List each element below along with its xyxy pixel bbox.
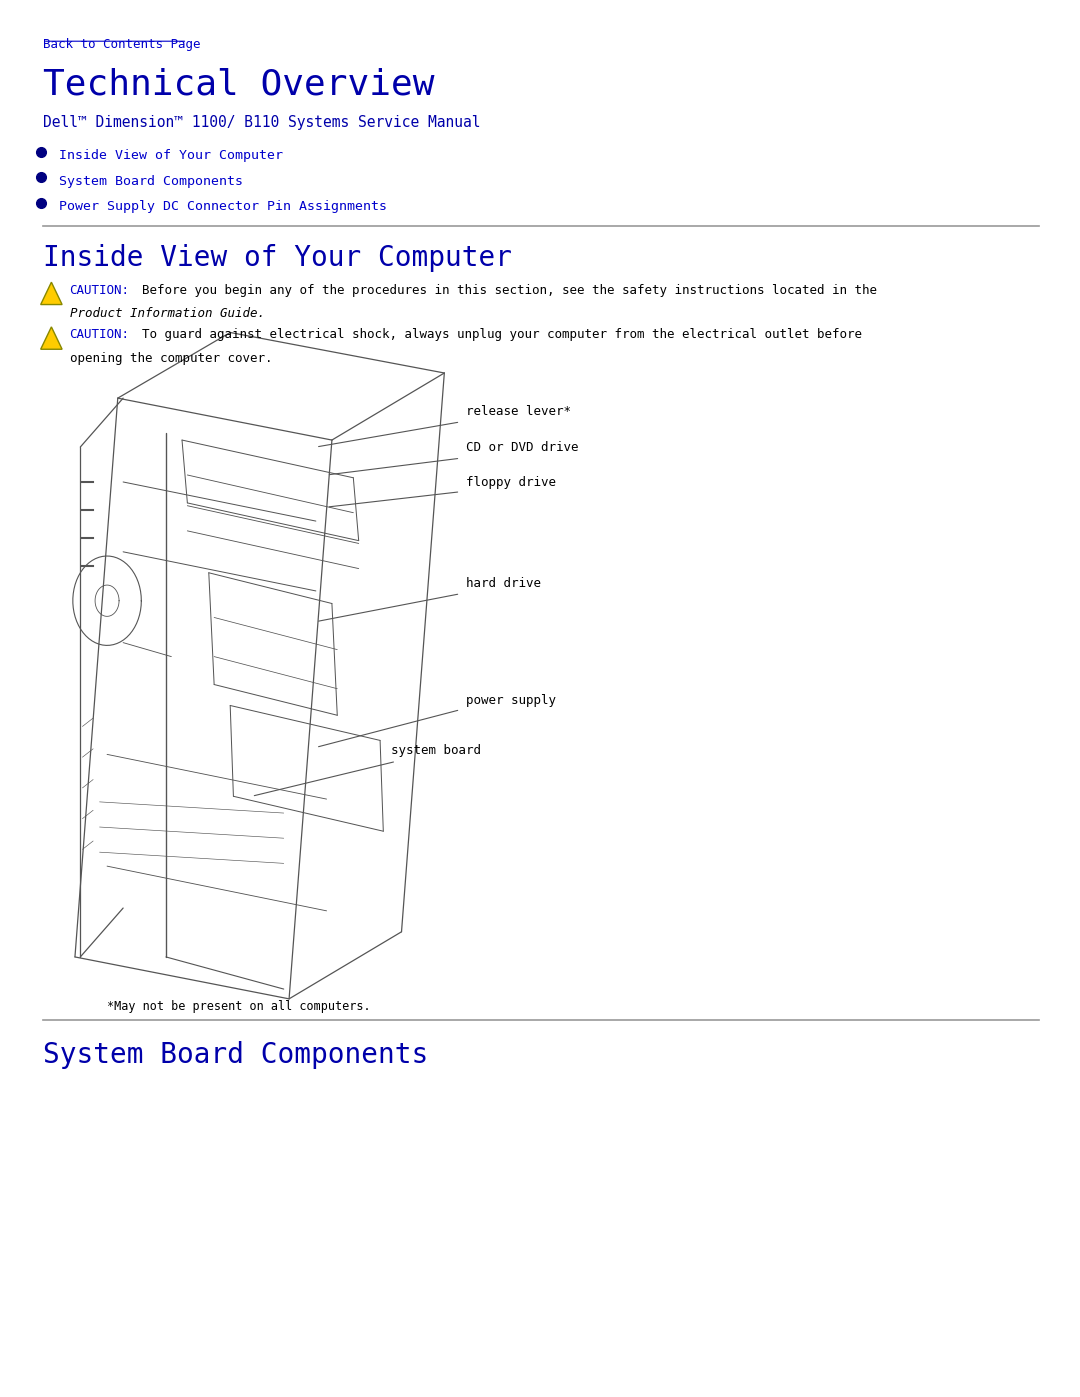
Text: release lever*: release lever* — [465, 405, 570, 418]
Text: power supply: power supply — [465, 694, 556, 707]
Polygon shape — [41, 282, 62, 305]
Text: To guard against electrical shock, always unplug your computer from the electric: To guard against electrical shock, alway… — [143, 328, 863, 341]
Text: CD or DVD drive: CD or DVD drive — [465, 441, 578, 454]
Text: system board: system board — [391, 745, 481, 757]
Text: Technical Overview: Technical Overview — [43, 67, 434, 101]
Text: Before you begin any of the procedures in this section, see the safety instructi: Before you begin any of the procedures i… — [143, 284, 877, 296]
Text: Back to Contents Page: Back to Contents Page — [43, 38, 200, 50]
Text: Product Information Guide.: Product Information Guide. — [69, 307, 265, 320]
Text: Inside View of Your Computer: Inside View of Your Computer — [59, 149, 283, 162]
Text: Inside View of Your Computer: Inside View of Your Computer — [43, 244, 512, 272]
Text: Dell™ Dimension™ 1100/ B110 Systems Service Manual: Dell™ Dimension™ 1100/ B110 Systems Serv… — [43, 115, 481, 130]
Text: System Board Components: System Board Components — [59, 175, 243, 187]
Text: hard drive: hard drive — [465, 577, 541, 590]
Text: *May not be present on all computers.: *May not be present on all computers. — [107, 1000, 370, 1013]
Text: CAUTION:: CAUTION: — [69, 328, 130, 341]
Text: !: ! — [50, 288, 54, 299]
Text: Power Supply DC Connector Pin Assignments: Power Supply DC Connector Pin Assignment… — [59, 200, 387, 212]
Text: opening the computer cover.: opening the computer cover. — [69, 352, 272, 365]
Text: System Board Components: System Board Components — [43, 1041, 428, 1069]
Polygon shape — [41, 327, 62, 349]
Text: !: ! — [50, 332, 54, 344]
Text: CAUTION:: CAUTION: — [69, 284, 130, 296]
Text: floppy drive: floppy drive — [465, 476, 556, 489]
